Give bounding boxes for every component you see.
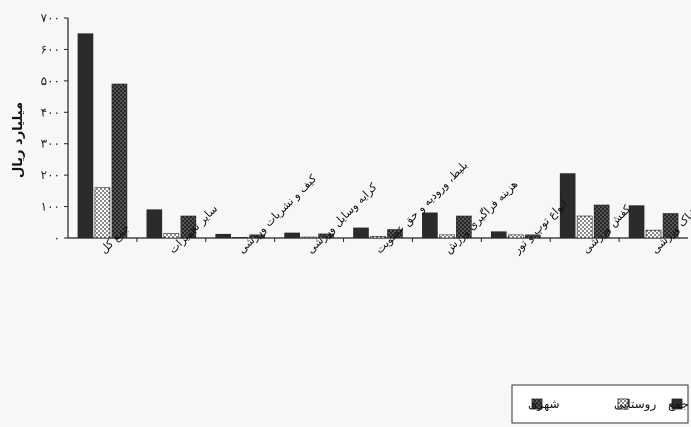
bar — [387, 229, 403, 239]
bar — [490, 231, 507, 239]
legend-swatch — [531, 398, 543, 410]
y-axis-label: میلیارد ریال — [11, 102, 26, 178]
y-tick-label: ۶۰۰ — [41, 42, 60, 56]
bar — [77, 33, 94, 239]
bar — [422, 212, 438, 239]
bar — [318, 233, 334, 239]
bar — [645, 229, 662, 239]
bar — [163, 232, 180, 239]
legend-swatch — [617, 398, 629, 410]
bar — [111, 83, 128, 239]
bar — [456, 215, 472, 239]
y-tick-label: ۷۰۰ — [41, 11, 60, 25]
y-tick-label: ۰ — [54, 231, 60, 245]
axes-group: ۰ ۱۰۰ ۲۰۰ ۳۰۰ ۴۰۰ ۵۰۰ ۶۰۰ ۷۰۰ — [41, 11, 688, 245]
y-tick-label: ۴۰۰ — [41, 105, 60, 119]
y-tick-label: ۱۰۰ — [41, 200, 60, 214]
y-tick-label: ۳۰۰ — [41, 137, 60, 151]
bar — [232, 237, 249, 239]
x-category-label: کرایه وسایل ورزشی — [304, 180, 380, 256]
bar — [370, 236, 386, 239]
x-category-label: هزینه فراگیری ورزش — [442, 177, 521, 256]
y-tick-label: ۵۰۰ — [41, 74, 60, 88]
bar — [146, 209, 163, 239]
bar — [215, 233, 232, 239]
bar — [507, 234, 524, 239]
bar — [249, 234, 266, 239]
bars-group — [77, 33, 679, 239]
y-tick-label: ۲۰۰ — [41, 168, 60, 182]
bar — [180, 215, 197, 239]
bar — [559, 173, 576, 239]
x-category-label: پوشاک ورزشی — [648, 198, 691, 256]
legend-label: شهری — [528, 397, 560, 412]
bar — [628, 205, 645, 239]
legend-label: روستایی — [614, 397, 656, 412]
bar — [524, 234, 541, 239]
bar — [662, 213, 679, 239]
x-category-label: سایر تجهیزات — [166, 202, 220, 256]
legend-swatch — [671, 398, 683, 410]
bar — [439, 234, 455, 239]
bar — [284, 232, 300, 239]
legend-label: جمع — [668, 397, 689, 411]
bar — [301, 236, 317, 239]
bar — [576, 215, 593, 239]
legend: جمع روستایی شهری — [511, 384, 689, 424]
bar — [353, 227, 369, 239]
bar — [593, 204, 610, 239]
bar — [94, 187, 111, 239]
